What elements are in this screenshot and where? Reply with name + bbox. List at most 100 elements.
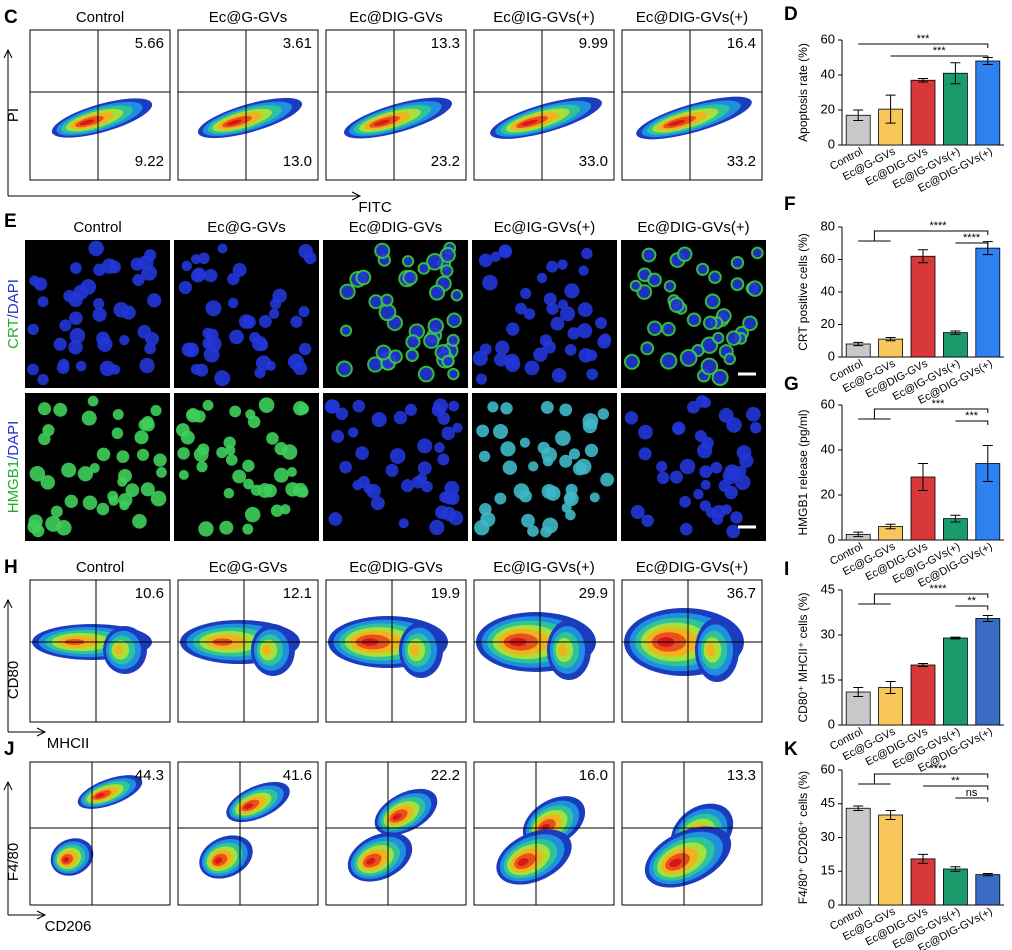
column-title: Ec@DIG-GVs [349,559,443,576]
cell [137,324,152,339]
error-bar [885,523,896,530]
cell [325,399,340,414]
error-bar [918,663,928,667]
cell [641,247,657,263]
y-tick-label: 0 [828,716,835,731]
significance-bracket [858,43,989,48]
quadrant-value: 23.2 [431,153,460,170]
density-contour [668,119,685,127]
bar [943,332,968,358]
cell [623,353,640,370]
y-tick-label: 60 [821,761,835,776]
cell [660,352,678,370]
cell [139,357,155,374]
quadrant-value: 41.6 [283,767,312,784]
cell [749,421,762,434]
cell [389,448,406,464]
cell [352,399,366,413]
cell [119,334,130,346]
cell [80,279,97,295]
cell [40,475,56,490]
y-tick-label: 20 [821,486,835,501]
error-bar [853,109,864,121]
significance-bracket [858,230,989,242]
flow-plot [325,761,467,906]
significance-bracket [955,797,989,802]
panel-label: H [4,557,18,578]
panel-label: I [784,559,789,580]
cell [53,337,67,351]
cell [668,297,685,313]
cell [68,340,83,355]
cell [355,446,369,460]
cell [726,417,742,433]
cell [446,333,460,347]
flow-plot [29,761,171,906]
density-contour [517,858,529,867]
cell [27,363,39,376]
quadrant-value: 16.4 [727,35,756,52]
cell [746,280,764,297]
cell [250,484,263,496]
x-axis-label: CD206 [45,918,92,935]
y-tick-label: 30 [821,829,835,844]
cell [147,293,162,308]
cell [216,446,228,459]
cell [56,520,72,536]
cell [232,262,247,277]
cell [726,524,741,539]
cell [368,294,384,310]
cell [545,485,561,501]
cell [416,473,428,485]
cell [736,445,752,461]
cell [694,430,707,443]
bar [910,858,936,906]
y-tick-label: 0 [828,896,835,911]
cell [69,262,82,275]
cell [228,297,239,309]
cell [64,494,78,508]
quadrant-value: 13.3 [431,35,460,52]
flow-plot [473,579,615,723]
quadrant-value: 33.2 [727,153,756,170]
significance-label: *** [933,45,947,57]
cell [340,324,353,337]
bar [943,637,968,726]
cell [679,458,696,475]
cell [704,293,721,310]
cell [494,352,508,367]
flow-plot [473,761,615,906]
cell [132,273,145,287]
flow-plot [29,29,171,181]
error-bar [853,341,864,347]
cell [630,505,645,520]
bar [943,868,968,906]
cell [712,331,725,345]
cell [730,511,743,524]
cell [586,368,599,381]
error-bar [853,805,864,811]
bar [878,814,903,906]
cell [540,401,554,414]
cell [555,430,571,446]
cell [357,475,370,489]
quadrant-value: 36.7 [727,585,756,602]
cell [37,373,49,386]
bar [943,72,968,146]
panel-label: J [4,739,15,760]
cell [187,409,198,420]
density-contour [79,119,95,126]
cell [568,448,581,460]
axis-arrow [3,780,47,920]
micrograph [323,240,468,388]
cell [542,456,554,467]
error-bar [853,687,864,697]
cell [557,259,568,270]
bar [878,338,903,358]
cell [285,482,300,497]
cell [402,269,418,286]
cell [495,340,510,355]
significance-bracket [955,420,989,425]
cell [724,485,738,500]
